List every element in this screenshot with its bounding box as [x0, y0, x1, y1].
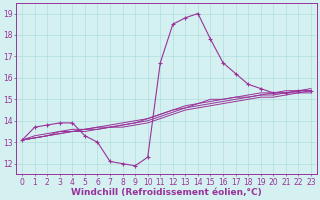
X-axis label: Windchill (Refroidissement éolien,°C): Windchill (Refroidissement éolien,°C)	[71, 188, 262, 197]
